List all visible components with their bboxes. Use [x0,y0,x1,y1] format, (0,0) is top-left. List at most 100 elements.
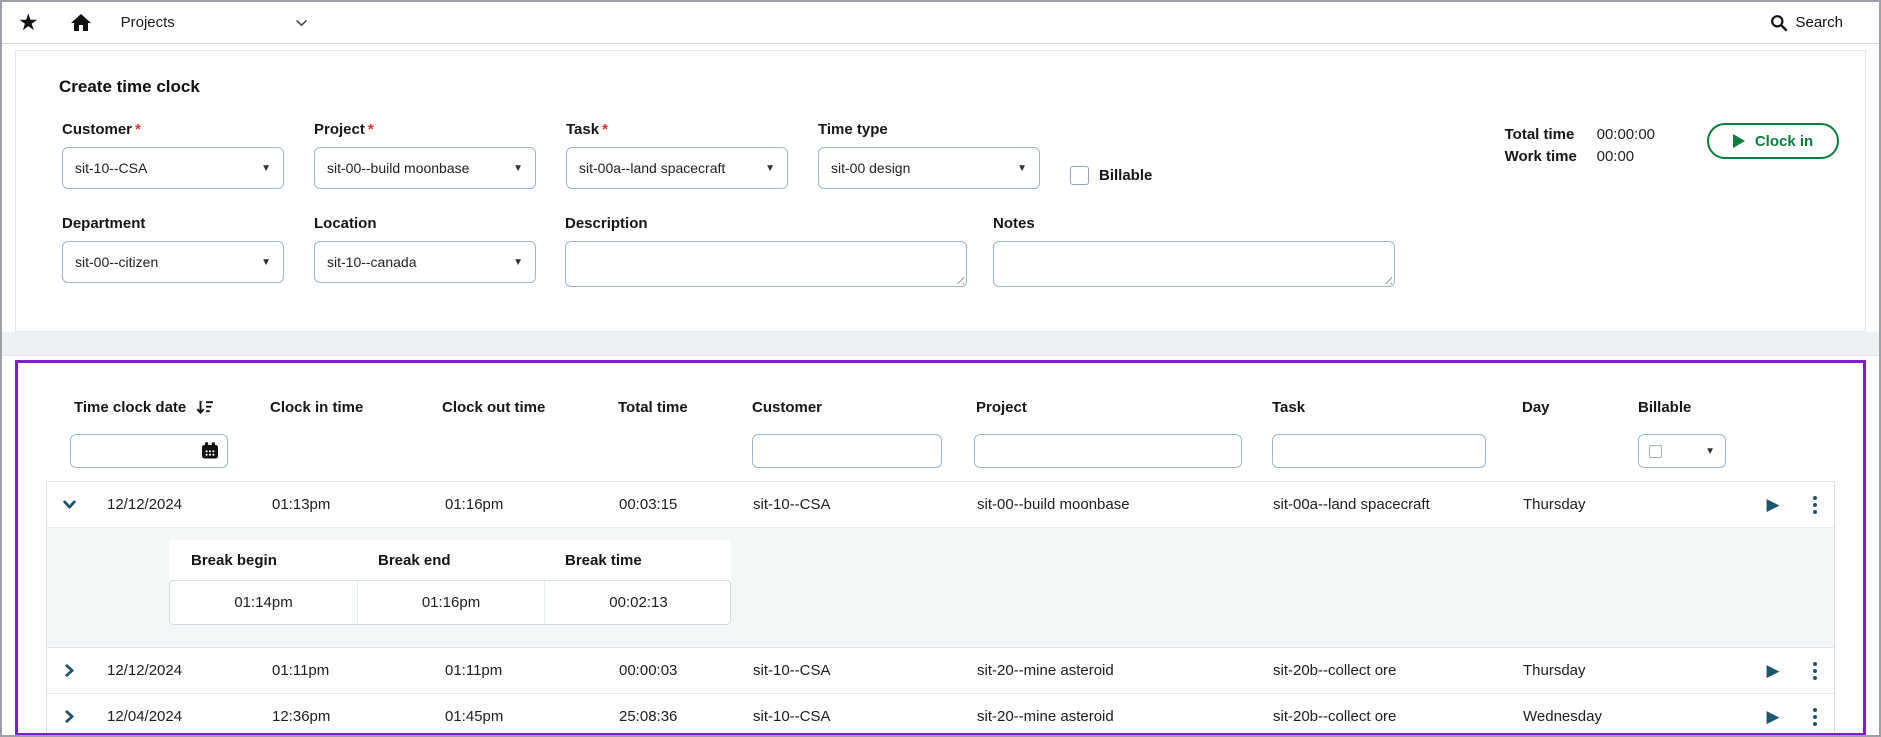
task-select[interactable]: sit-00a--land spacecraft ▼ [566,147,788,189]
project-filter-input[interactable] [974,434,1242,468]
time-type-select-value: sit-00 design [831,160,1011,176]
time-type-select[interactable]: sit-00 design ▼ [818,147,1040,189]
column-header-day[interactable]: Day [1506,399,1620,416]
play-row-button[interactable]: ▶ [1766,662,1779,679]
clock-in-button[interactable]: Clock in [1707,123,1839,159]
break-table-row: 01:14pm 01:16pm 00:02:13 [169,580,731,625]
caret-down-icon: ▼ [261,163,271,174]
task-select-value: sit-00a--land spacecraft [579,160,759,176]
break-begin-header: Break begin [169,552,356,569]
work-time-value: 00:00 [1597,147,1655,167]
section-divider [2,332,1879,356]
column-header-clock-in-time[interactable]: Clock in time [256,399,428,416]
app-window: ★ Projects Search Create time clock Cust… [0,0,1881,737]
customer-label: Customer* [62,121,284,139]
collapse-chevron-icon[interactable] [62,497,77,512]
resize-grip-icon[interactable] [954,274,964,284]
caret-down-icon: ▼ [513,257,523,268]
billable-filter-select[interactable]: ▼ [1638,434,1726,468]
table-row[interactable]: 12/12/2024 01:11pm 01:11pm 00:00:03 sit-… [47,648,1834,694]
required-marker: * [602,121,608,138]
cell-day: Thursday [1507,662,1621,679]
cell-total-time: 25:08:36 [609,708,743,725]
cell-clock-in: 12:36pm [257,708,429,725]
cell-clock-in: 01:13pm [257,496,429,513]
table-row[interactable]: 12/12/2024 01:13pm 01:16pm 00:03:15 sit-… [47,482,1834,528]
total-time-label: Total time [1505,125,1589,145]
project-field: Project* sit-00--build moonbase ▼ [314,121,536,189]
total-time-value: 00:00:00 [1597,125,1655,145]
cell-total-time: 00:03:15 [609,496,743,513]
form-row-1: Customer* sit-10--CSA ▼ Project* sit-00-… [16,121,1865,189]
search-button[interactable]: Search [1770,14,1843,32]
break-time-header: Break time [543,552,731,569]
caret-down-icon: ▼ [765,163,775,174]
search-icon [1770,14,1788,32]
home-icon[interactable] [69,11,93,35]
column-header-time-clock-date[interactable]: Time clock date [46,398,256,417]
expand-chevron-icon[interactable] [62,709,77,724]
customer-select[interactable]: sit-10--CSA ▼ [62,147,284,189]
customer-filter-input[interactable] [752,434,942,468]
column-header-total-time[interactable]: Total time [608,399,742,416]
cell-task: sit-20b--collect ore [1255,708,1507,725]
sort-descending-icon[interactable] [195,398,214,417]
row-menu-kebab-icon[interactable] [1809,704,1821,730]
table-row[interactable]: 12/04/2024 12:36pm 01:45pm 25:08:36 sit-… [47,694,1834,736]
cell-project: sit-20--mine asteroid [965,708,1255,725]
required-marker: * [135,121,141,138]
location-select-value: sit-10--canada [327,254,507,270]
cell-project: sit-00--build moonbase [965,496,1255,513]
project-select[interactable]: sit-00--build moonbase ▼ [314,147,536,189]
projects-menu-label: Projects [121,14,175,31]
notes-textarea[interactable] [993,241,1395,287]
cell-date: 12/12/2024 [91,496,257,513]
column-header-billable[interactable]: Billable [1620,399,1750,416]
project-label: Project* [314,121,536,139]
break-time-value: 00:02:13 [544,581,732,624]
caret-down-icon: ▼ [1017,163,1027,174]
play-row-button[interactable]: ▶ [1766,708,1779,725]
location-select[interactable]: sit-10--canada ▼ [314,241,536,283]
cell-clock-out: 01:45pm [429,708,609,725]
description-field: Description [565,215,967,287]
expand-chevron-icon[interactable] [62,663,77,678]
cell-date: 12/12/2024 [91,662,257,679]
clock-in-label: Clock in [1755,133,1813,150]
table-header-row: Time clock date Clock in time Clock out … [46,395,1835,419]
time-clock-table-panel: Time clock date Clock in time Clock out … [15,360,1866,736]
caret-down-icon: ▼ [261,257,271,268]
cell-clock-out: 01:16pm [429,496,609,513]
description-textarea[interactable] [565,241,967,287]
calendar-icon[interactable] [200,441,220,461]
break-details-panel: Break begin Break end Break time 01:14pm… [47,528,1834,648]
task-filter-input[interactable] [1272,434,1486,468]
break-end-value: 01:16pm [357,581,544,624]
table-body: 12/12/2024 01:13pm 01:16pm 00:03:15 sit-… [46,481,1835,736]
time-type-field: Time type sit-00 design ▼ [818,121,1040,189]
create-time-clock-panel: Create time clock Customer* sit-10--CSA … [15,50,1866,332]
column-header-task[interactable]: Task [1254,399,1506,416]
billable-checkbox[interactable] [1070,166,1089,185]
break-begin-value: 01:14pm [170,581,357,624]
projects-menu[interactable]: Projects [121,14,308,31]
break-table: Break begin Break end Break time 01:14pm… [169,540,731,625]
cell-day: Wednesday [1507,708,1621,725]
resize-grip-icon[interactable] [1382,274,1392,284]
break-table-header: Break begin Break end Break time [169,540,731,580]
time-type-label: Time type [818,121,1040,139]
required-marker: * [368,121,374,138]
department-select[interactable]: sit-00--citizen ▼ [62,241,284,283]
column-header-clock-out-time[interactable]: Clock out time [428,399,608,416]
cell-customer: sit-10--CSA [743,708,965,725]
favorite-star-icon[interactable]: ★ [18,11,39,34]
row-menu-kebab-icon[interactable] [1809,492,1821,518]
column-header-customer[interactable]: Customer [742,399,964,416]
row-menu-kebab-icon[interactable] [1809,658,1821,684]
caret-down-icon: ▼ [1705,446,1715,457]
department-select-value: sit-00--citizen [75,254,255,270]
play-row-button[interactable]: ▶ [1766,496,1779,513]
cell-date: 12/04/2024 [91,708,257,725]
column-header-project[interactable]: Project [964,399,1254,416]
checkbox-glyph-icon [1649,445,1662,458]
